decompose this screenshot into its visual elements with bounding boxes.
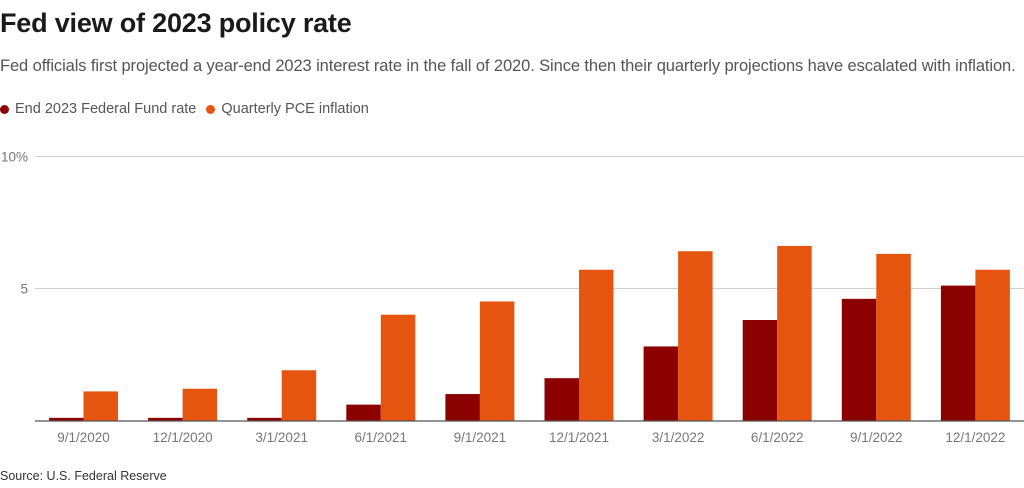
chart-title: Fed view of 2023 policy rate	[0, 8, 352, 38]
bar-pce-inflation	[182, 388, 218, 421]
legend-swatch-pce-inflation	[206, 104, 216, 114]
y-tick-label: 10%	[1, 150, 28, 165]
x-tick-label: 12/1/2021	[549, 430, 609, 445]
legend-item-fed-funds-rate: End 2023 Federal Fund rate	[0, 101, 196, 117]
bar-fed-funds-rate	[49, 417, 84, 421]
bar-fed-funds-rate	[841, 298, 877, 421]
bar-fed-funds-rate	[346, 404, 381, 421]
x-tick-label: 3/1/2022	[652, 430, 705, 445]
y-tick-label: 5	[20, 282, 28, 297]
bar-fed-funds-rate	[148, 417, 183, 421]
bar-pce-inflation	[281, 370, 317, 421]
legend-label-pce-inflation: Quarterly PCE inflation	[221, 101, 369, 117]
gridlines: 5 10%	[1, 150, 1024, 297]
legend: End 2023 Federal Fund rate Quarterly PCE…	[0, 101, 379, 117]
bar-fed-funds-rate	[643, 346, 679, 421]
x-tick-label: 9/1/2022	[850, 430, 903, 445]
bar-pce-inflation	[678, 251, 713, 421]
bar-fed-funds-rate	[445, 394, 480, 421]
x-tick-label: 12/1/2020	[153, 430, 213, 445]
bar-pce-inflation	[579, 269, 614, 421]
bar-fed-funds-rate	[940, 285, 976, 421]
bar-pce-inflation	[479, 301, 515, 421]
source-note: Source: U.S. Federal Reserve	[0, 469, 167, 483]
bar-pce-inflation	[876, 253, 911, 421]
legend-item-pce-inflation: Quarterly PCE inflation	[206, 101, 369, 117]
x-tick-label: 6/1/2021	[355, 430, 408, 445]
x-tick-label: 12/1/2022	[945, 430, 1005, 445]
chart-subtitle: Fed officials first projected a year-end…	[0, 57, 1016, 75]
legend-swatch-fed-funds-rate	[0, 104, 9, 114]
x-tick-label: 6/1/2022	[751, 430, 804, 445]
x-tick-label: 9/1/2020	[57, 430, 110, 445]
legend-label-fed-funds-rate: End 2023 Federal Fund rate	[15, 101, 197, 117]
bar-pce-inflation	[83, 391, 118, 421]
x-tick-label: 3/1/2021	[255, 430, 308, 445]
bar-fed-funds-rate	[742, 319, 778, 421]
bar-pce-inflation	[380, 314, 416, 421]
bar-pce-inflation	[975, 269, 1010, 421]
x-axis: 9/1/2020 12/1/2020 3/1/2021 6/1/2021 9/1/202…	[35, 420, 1024, 445]
bars	[49, 245, 1010, 421]
bar-pce-inflation	[777, 245, 812, 421]
x-tick-label: 9/1/2021	[454, 430, 507, 445]
bar-fed-funds-rate	[247, 417, 282, 421]
bar-fed-funds-rate	[544, 378, 579, 421]
